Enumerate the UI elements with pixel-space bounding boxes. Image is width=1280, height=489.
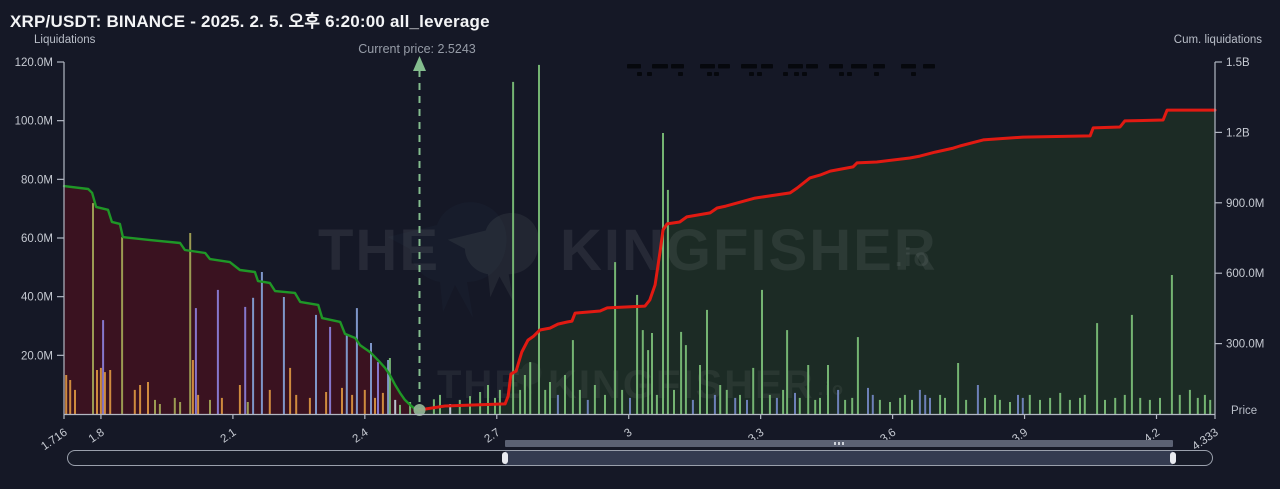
cumulative-lines <box>62 108 1217 413</box>
grip-icon <box>837 442 840 445</box>
axis-tick-label: 1.8 <box>87 427 107 446</box>
watermark-text: .io <box>895 242 931 272</box>
axis-tick-label: 1.5B <box>1226 57 1250 69</box>
right-axis-label: Cum. liquidations <box>1173 34 1262 46</box>
watermark-text: .io <box>818 379 845 399</box>
range-slider-selection[interactable] <box>504 451 1173 465</box>
current-price-marker <box>413 56 427 416</box>
axis-tick-label: 4.333 <box>1190 427 1220 453</box>
axis-tick-label: 40.0M <box>21 292 53 304</box>
current-price-value: 2.5243 <box>437 42 476 56</box>
axis-tick-label: 2.4 <box>351 426 371 445</box>
watermark-text: THE <box>318 218 440 283</box>
current-price-label: Current price: <box>358 42 435 56</box>
left-axis-label: Liquidations <box>34 34 96 46</box>
axis-tick-label: 2.7 <box>483 427 503 446</box>
kingfisher-logo-watermark <box>447 212 540 302</box>
kingfisher-bird-watermark <box>387 202 507 318</box>
axis-tick-label: 600.0M <box>1226 268 1264 280</box>
axis-tick-label: 3 <box>622 427 634 441</box>
range-mini-scrollbar[interactable] <box>504 440 1173 447</box>
axis-tick-label: 2.1 <box>219 427 239 446</box>
grip-icon <box>833 442 836 445</box>
axis-tick-label: 1.716 <box>39 427 69 453</box>
axis-tick-label: 300.0M <box>1226 339 1264 351</box>
axis-tick-label: 120.0M <box>15 57 53 69</box>
redacted-legend <box>627 64 935 76</box>
axis-tick-label: 100.0M <box>15 116 53 128</box>
watermark-text: KINGFISHER <box>560 218 938 283</box>
range-slider-handle-left[interactable] <box>501 452 508 464</box>
current-price-readout: Current price: 2.5243 <box>358 42 475 56</box>
axis-tick-label: 80.0M <box>21 174 53 186</box>
axis-tick-label: 60.0M <box>21 233 53 245</box>
liquidation-bars <box>65 64 1212 415</box>
axis-tick-label: 1.2B <box>1226 127 1250 139</box>
axis-tick-label: 20.0M <box>21 350 53 362</box>
chart-title: XRP/USDT: BINANCE - 2025. 2. 5. 오후 6:20:… <box>10 12 490 31</box>
range-slider-handle-right[interactable] <box>1169 452 1176 464</box>
grip-icon <box>841 442 844 445</box>
axis-tick-label: 900.0M <box>1226 198 1264 210</box>
x-axis-label: Price <box>1231 405 1258 417</box>
